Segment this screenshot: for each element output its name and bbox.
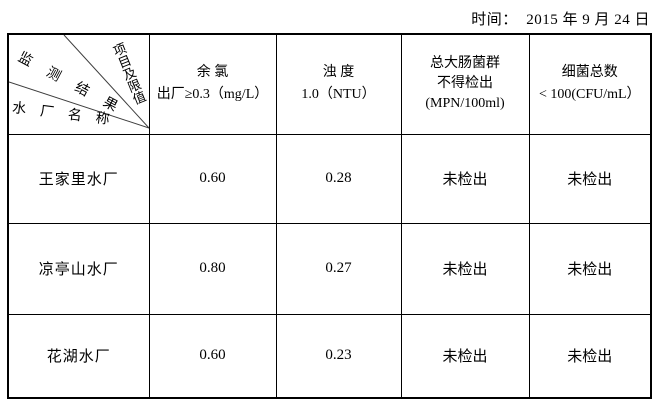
column-header-line: 总大肠菌群 [430,56,500,72]
table-row-huahu: 花湖水厂 0.60 0.23 未检出 未检出 [7,313,652,399]
column-header-turbidity: 浊 度 1.0（NTU） [275,33,402,135]
column-header-line: (MPN/100ml) [425,96,505,112]
diagonal-lines [9,35,148,129]
value-cell: 未检出 [400,313,530,399]
plant-name-cell: 花湖水厂 [7,313,150,399]
plant-name-cell: 王家里水厂 [7,133,150,224]
report-date: 时间： 2015 年 9 月 24 日 [471,12,650,28]
table-row-liangtingshan: 凉亭山水厂 0.80 0.27 未检出 未检出 [7,222,652,315]
value-cell: 0.28 [275,133,402,224]
column-header-line: 不得检出 [437,76,493,92]
value-cell: 0.60 [148,313,277,399]
value-cell: 未检出 [400,133,530,224]
column-header-line: 1.0（NTU） [301,87,376,103]
value-cell: 未检出 [400,222,530,315]
value-cell: 0.60 [148,133,277,224]
value-cell: 0.27 [275,222,402,315]
value-cell: 未检出 [528,313,652,399]
plant-name-cell: 凉亭山水厂 [7,222,150,315]
water-quality-table: 项目及限值 监测结果 水厂名称 余 氯 出厂≥0.3（mg/L） 浊 度 1.0… [7,33,652,399]
column-header-line: 浊 度 [322,65,355,81]
value-cell: 0.23 [275,313,402,399]
corner-header-cell: 项目及限值 监测结果 水厂名称 [7,33,150,135]
column-header-coliform: 总大肠菌群 不得检出 (MPN/100ml) [400,33,530,135]
column-header-bacteria: 细菌总数 < 100(CFU/mL） [528,33,652,135]
header-row: 项目及限值 监测结果 水厂名称 余 氯 出厂≥0.3（mg/L） 浊 度 1.0… [7,33,652,135]
table-row-wangjiali: 王家里水厂 0.60 0.28 未检出 未检出 [7,133,652,224]
column-header-line: 出厂≥0.3（mg/L） [156,87,269,103]
value-cell: 未检出 [528,222,652,315]
column-header-line: < 100(CFU/mL） [538,87,641,103]
value-cell: 未检出 [528,133,652,224]
column-header-line: 细菌总数 [561,65,618,81]
column-header-chlorine: 余 氯 出厂≥0.3（mg/L） [148,33,277,135]
diagonal-line-lower [9,81,148,129]
column-header-line: 余 氯 [196,65,229,81]
diagonal-line-upper [63,35,148,128]
value-cell: 0.80 [148,222,277,315]
